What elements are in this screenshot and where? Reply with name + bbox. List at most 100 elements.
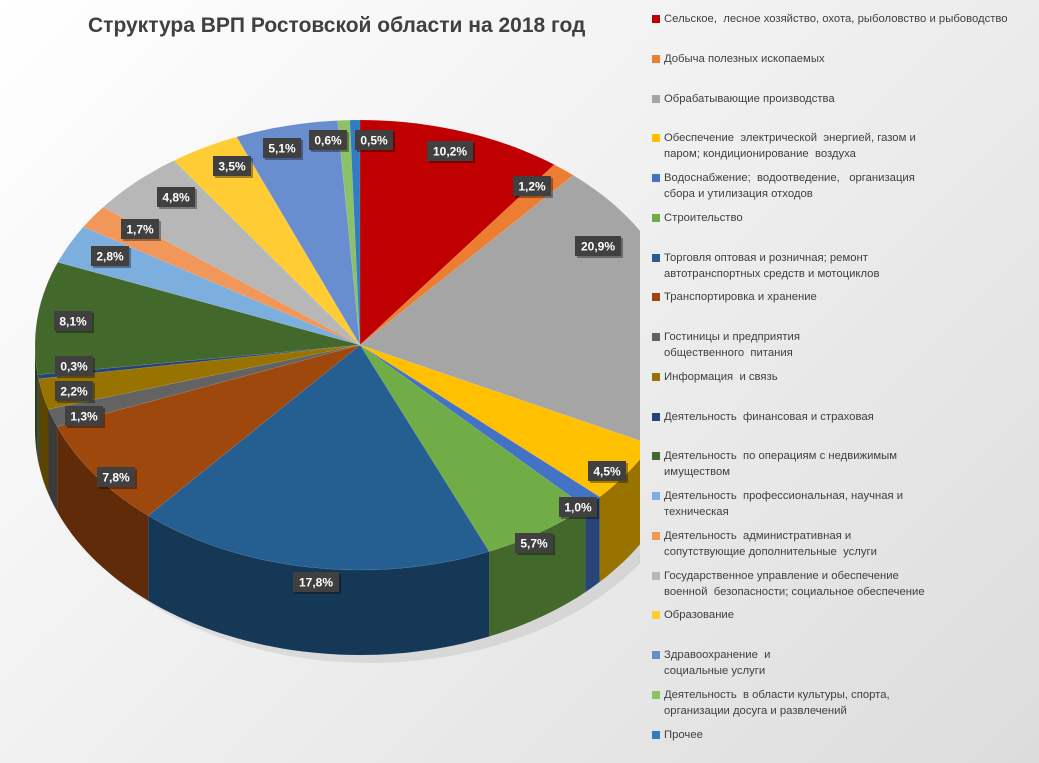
legend-label: Водоснабжение; водоотведение, организаци…: [664, 172, 915, 200]
legend-label: Информация и связь: [664, 370, 778, 383]
pie-slice[interactable]: [34, 261, 361, 375]
legend-item: Государственное управление и обеспечение…: [652, 568, 1037, 600]
legend-swatch: [652, 54, 660, 63]
data-label-box: [355, 130, 393, 150]
pie-slice[interactable]: [147, 344, 490, 571]
legend-item: Деятельность административная и сопутств…: [652, 528, 1037, 560]
legend-item: Строительство: [652, 210, 1037, 226]
data-label-box: [91, 246, 129, 266]
data-label: 7,8%: [97, 467, 137, 489]
data-label: 10,2%: [427, 141, 475, 163]
legend-swatch: [652, 690, 660, 699]
legend-label: Деятельность по операциям с недвижимым и…: [664, 450, 898, 479]
legend-item: Торговля оптовая и розничная; ремонт авт…: [652, 250, 1037, 282]
legend-swatch: [652, 412, 660, 421]
data-label: 4,8%: [157, 187, 197, 209]
legend-item: Обеспечение электрической энергией, газо…: [652, 130, 1037, 162]
legend-swatch: [652, 452, 660, 461]
slice-side: [48, 409, 58, 512]
data-label-text: 1,0%: [564, 501, 592, 515]
data-label: 5,1%: [263, 138, 303, 160]
data-label-box: [263, 138, 301, 158]
pie-slice[interactable]: [38, 344, 361, 410]
legend-label: Государственное управление и обеспечение…: [664, 569, 925, 598]
data-label: 1,7%: [121, 219, 161, 241]
legend-item: Водоснабжение; водоотведение, организаци…: [652, 170, 1037, 202]
pie-slice[interactable]: [359, 344, 640, 498]
data-label-text: 0,6%: [314, 134, 342, 148]
data-label-box: [121, 219, 159, 239]
legend-label: Деятельность административная и сопутств…: [664, 529, 877, 558]
data-label-box: [309, 130, 347, 150]
pie-slice[interactable]: [359, 174, 640, 444]
slice-side: [599, 459, 640, 582]
data-label: 8,1%: [54, 311, 94, 333]
legend-item: Гостиницы и предприятия общественного пи…: [652, 329, 1037, 361]
data-label: 1,3%: [65, 406, 105, 428]
data-label: 0,3%: [55, 356, 95, 378]
data-label-box: [213, 156, 251, 176]
data-label: 17,8%: [293, 572, 341, 594]
data-label-text: 5,1%: [268, 142, 296, 156]
legend-swatch: [652, 730, 660, 739]
legend-swatch: [652, 492, 660, 500]
pie-slice[interactable]: [359, 119, 555, 346]
data-label-text: 20,9%: [581, 240, 615, 254]
legend-label: Деятельность финансовая и страховая: [664, 410, 874, 423]
legend-label: Обрабатывающие производства: [664, 92, 835, 105]
legend-label: Обеспечение электрической энергией, газо…: [664, 132, 916, 161]
legend-label: Образование: [664, 609, 735, 622]
data-label-text: 4,8%: [162, 191, 190, 205]
legend-swatch: [652, 531, 660, 540]
data-label-box: [588, 461, 626, 481]
data-label: 1,2%: [513, 176, 553, 198]
data-label-text: 3,5%: [218, 160, 246, 174]
legend-item: Добыча полезных ископаемых: [652, 51, 1037, 67]
pie-slice[interactable]: [57, 226, 361, 346]
data-label: 5,7%: [515, 533, 555, 555]
legend-label: Гостиницы и предприятия общественного пи…: [664, 331, 800, 359]
legend-item: Обрабатывающие производства: [652, 91, 1037, 107]
data-label: 2,2%: [55, 381, 95, 403]
data-label-box: [513, 176, 551, 196]
legend-swatch: [652, 174, 660, 182]
data-label: 4,5%: [588, 461, 628, 483]
legend-item: Деятельность профессиональная, научная и…: [652, 488, 1037, 520]
slice-side: [585, 496, 600, 593]
legend-label: Сельское, лесное хозяйство, охота, рыбол…: [664, 13, 1008, 25]
legend-label: Транспортировка и хранение: [664, 291, 817, 304]
legend-label: Деятельность профессиональная, научная и…: [664, 490, 904, 518]
data-label-box: [559, 497, 597, 517]
legend-swatch: [652, 293, 660, 302]
legend-label: Добыча полезных ископаемых: [664, 52, 825, 65]
data-label: 1,0%: [559, 497, 599, 519]
legend-label: Прочее: [664, 728, 703, 741]
data-label-text: 7,8%: [102, 471, 130, 485]
data-label-text: 2,8%: [96, 250, 124, 264]
slice-side: [37, 374, 39, 464]
slice-side: [38, 378, 49, 495]
legend-label: Здравоохранение и социальные услуги: [664, 649, 771, 677]
legend-item: Здравоохранение и социальные услуги: [652, 647, 1037, 679]
data-label: 0,5%: [355, 130, 395, 152]
legend-label: Строительство: [664, 211, 743, 224]
data-label-box: [97, 467, 135, 487]
data-label-text: 10,2%: [433, 145, 467, 159]
data-label: 2,8%: [91, 246, 131, 268]
legend-item: Образование: [652, 607, 1037, 623]
chart-title: Структура ВРП Ростовской области на 2018…: [88, 14, 586, 37]
pie-slice[interactable]: [236, 120, 361, 346]
legend-item: Сельское, лесное хозяйство, охота, рыбол…: [652, 11, 1037, 27]
pie-slice[interactable]: [349, 119, 361, 346]
slice-side: [35, 345, 38, 460]
legend-label: Торговля оптовая и розничная; ремонт авт…: [664, 251, 880, 280]
data-label-text: 1,2%: [518, 180, 546, 194]
data-label-text: 5,7%: [520, 537, 548, 551]
data-label: 20,9%: [575, 236, 623, 258]
legend-item: Транспортировка и хранение: [652, 289, 1037, 305]
legend-swatch: [652, 94, 660, 103]
legend-item: Деятельность финансовая и страховая: [652, 409, 1037, 425]
data-label-text: 0,5%: [360, 134, 388, 148]
pie-slice[interactable]: [173, 136, 361, 346]
data-label-text: 17,8%: [299, 576, 333, 590]
